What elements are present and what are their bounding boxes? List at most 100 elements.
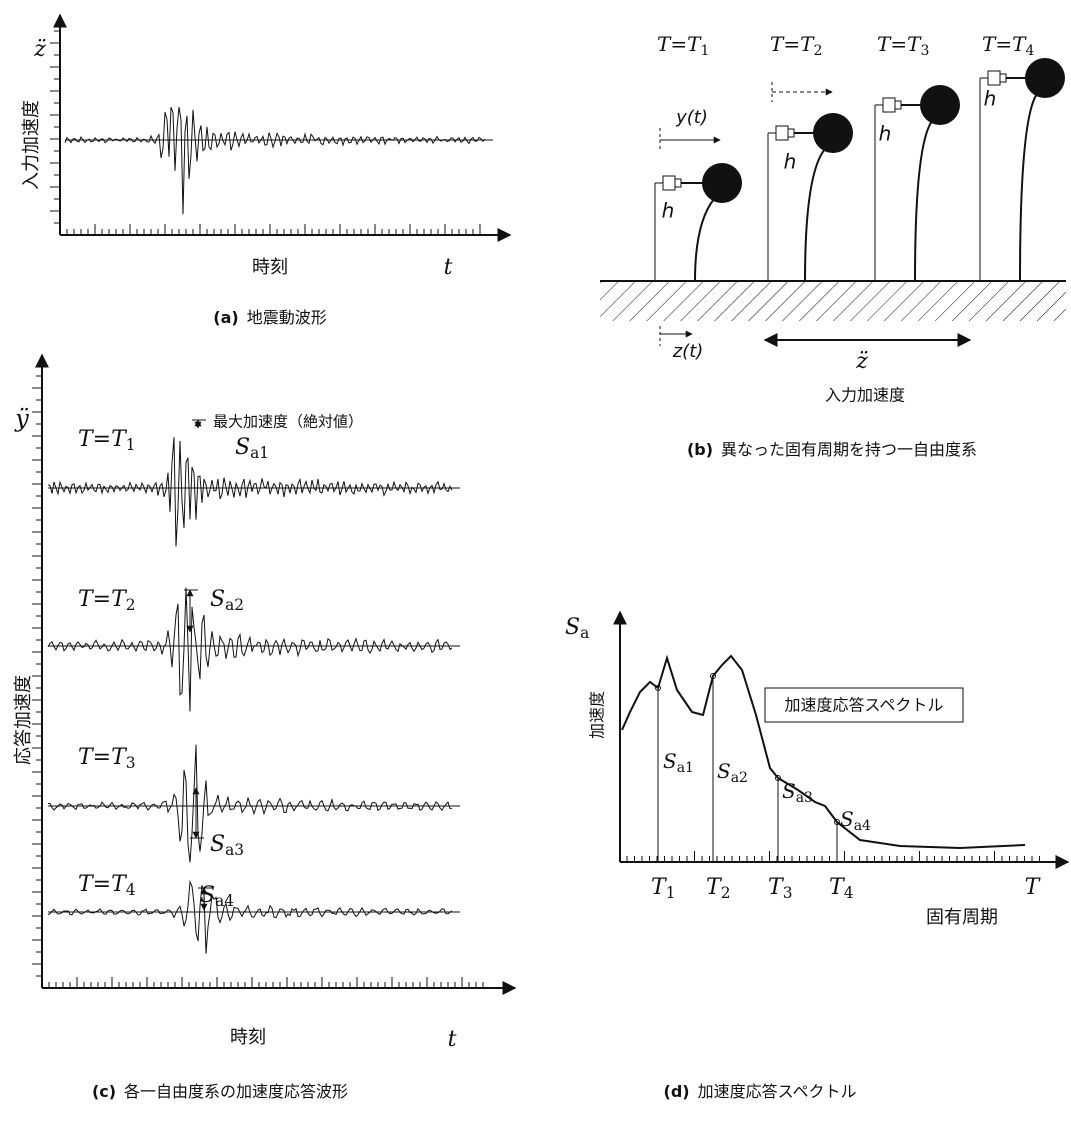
ordinate-dot	[655, 685, 661, 691]
symbol-base: S	[840, 807, 854, 831]
caption-tag: (a)	[213, 308, 238, 327]
x-symbol: t	[444, 255, 453, 280]
column	[914, 120, 933, 282]
symbol-base: T=T	[78, 587, 128, 612]
sa-label: Sa4	[200, 883, 234, 910]
sa-label: Sa3	[782, 779, 813, 807]
waveform	[64, 106, 486, 215]
waveform	[47, 437, 453, 547]
symbol-sub: a2	[225, 596, 244, 614]
mass	[920, 85, 960, 125]
mass	[1025, 58, 1065, 98]
sa-label: Sa2	[717, 759, 748, 787]
symbol-sub: a	[580, 624, 589, 642]
symbol-sub: 1	[700, 43, 709, 59]
damper-rod	[999, 73, 1007, 83]
symbol-sub: 2	[721, 884, 731, 902]
symbol-sub: 1	[666, 884, 676, 902]
symbol-base: S	[782, 779, 796, 803]
mass	[813, 113, 853, 153]
max-label: 最大加速度（絶対値）	[213, 413, 363, 431]
h-label: h	[879, 122, 892, 146]
h-label: h	[984, 87, 997, 111]
symbol-sub: 4	[1025, 43, 1034, 59]
ground-disp-label: z(t)	[672, 341, 704, 362]
symbol-base: S	[235, 435, 250, 460]
y-symbol: Sa	[565, 615, 589, 642]
symbol-sub: 2	[813, 43, 822, 59]
period-label: T1	[651, 875, 675, 902]
caption-text: 各一自由度系の加速度応答波形	[124, 1082, 348, 1101]
damper-rod	[787, 128, 795, 138]
symbol-sub: 3	[920, 43, 929, 59]
ordinate-dot	[710, 673, 716, 679]
waveform	[47, 879, 453, 954]
sa-label: Sa4	[840, 807, 871, 835]
period-label: T=T4	[78, 872, 136, 899]
damper-rod	[674, 178, 682, 188]
ordinate-dot	[834, 819, 840, 825]
x-symbol: T	[1025, 875, 1042, 900]
period-label: T=T2	[770, 32, 822, 60]
symbol-sub: a4	[854, 818, 871, 834]
caption-tag: (b)	[687, 440, 713, 459]
caption-tag: (d)	[664, 1082, 690, 1101]
waveform	[47, 587, 453, 712]
symbol-base: T	[829, 875, 846, 900]
mass	[702, 163, 742, 203]
damper	[882, 97, 896, 113]
damper-rod	[894, 100, 902, 110]
symbol-base: T	[768, 875, 785, 900]
x-label: 時刻	[252, 257, 288, 278]
period-label: T=T1	[657, 32, 709, 60]
caption: (c) 各一自由度系の加速度応答波形	[92, 1082, 348, 1101]
period-label: T2	[706, 875, 730, 902]
period-label: T=T3	[877, 32, 929, 60]
symbol-sub: a3	[225, 841, 244, 859]
symbol-base: S	[210, 832, 225, 857]
sa-label: Sa1	[235, 435, 269, 462]
symbol-sub: a3	[796, 790, 813, 806]
caption: (a) 地震動波形	[213, 308, 326, 327]
input-symbol: z̈	[855, 349, 868, 374]
symbol-base: S	[200, 883, 215, 908]
symbol-base: T=T	[78, 427, 128, 452]
y-symbol: ÿ	[14, 405, 29, 433]
h-label: h	[784, 150, 797, 174]
period-label: T=T2	[78, 587, 136, 614]
x-label: 固有周期	[926, 907, 998, 928]
y-label: 入力加速度	[21, 100, 42, 190]
column	[804, 148, 826, 282]
caption: (d) 加速度応答スペクトル	[664, 1082, 857, 1101]
symbol-base: S	[210, 587, 225, 612]
symbol-sub: 4	[126, 881, 136, 899]
y-label: 応答加速度	[13, 675, 34, 765]
legend-box	[764, 687, 964, 723]
symbol-base: T=T	[78, 872, 128, 897]
caption-tag: (c)	[92, 1082, 116, 1101]
symbol-base: T=T	[78, 745, 128, 770]
symbol-base: T=T	[657, 32, 702, 56]
y-label: 加速度	[588, 691, 607, 739]
symbol-base: T=T	[770, 32, 815, 56]
sa-label: Sa1	[663, 749, 694, 777]
symbol-sub: 3	[126, 754, 136, 772]
caption-text: 異なった固有周期を持つ一自由度系	[721, 440, 977, 459]
caption-text: 地震動波形	[247, 308, 327, 327]
symbol-sub: 4	[844, 884, 854, 902]
h-label: h	[662, 199, 675, 223]
symbol-sub: 2	[126, 596, 136, 614]
y-symbol: z̈	[33, 37, 46, 62]
symbol-base: T=T	[982, 32, 1027, 56]
symbol-base: T	[706, 875, 723, 900]
sa-label: Sa3	[210, 832, 244, 859]
symbol-base: S	[717, 759, 731, 783]
sa-label: Sa2	[210, 587, 244, 614]
column	[1019, 93, 1038, 282]
legend-label: 加速度応答スペクトル	[785, 696, 944, 715]
damper	[775, 125, 789, 141]
symbol-base: S	[663, 749, 677, 773]
symbol-sub: 3	[783, 884, 793, 902]
damper	[987, 70, 1001, 86]
input-label: 入力加速度	[825, 386, 905, 405]
